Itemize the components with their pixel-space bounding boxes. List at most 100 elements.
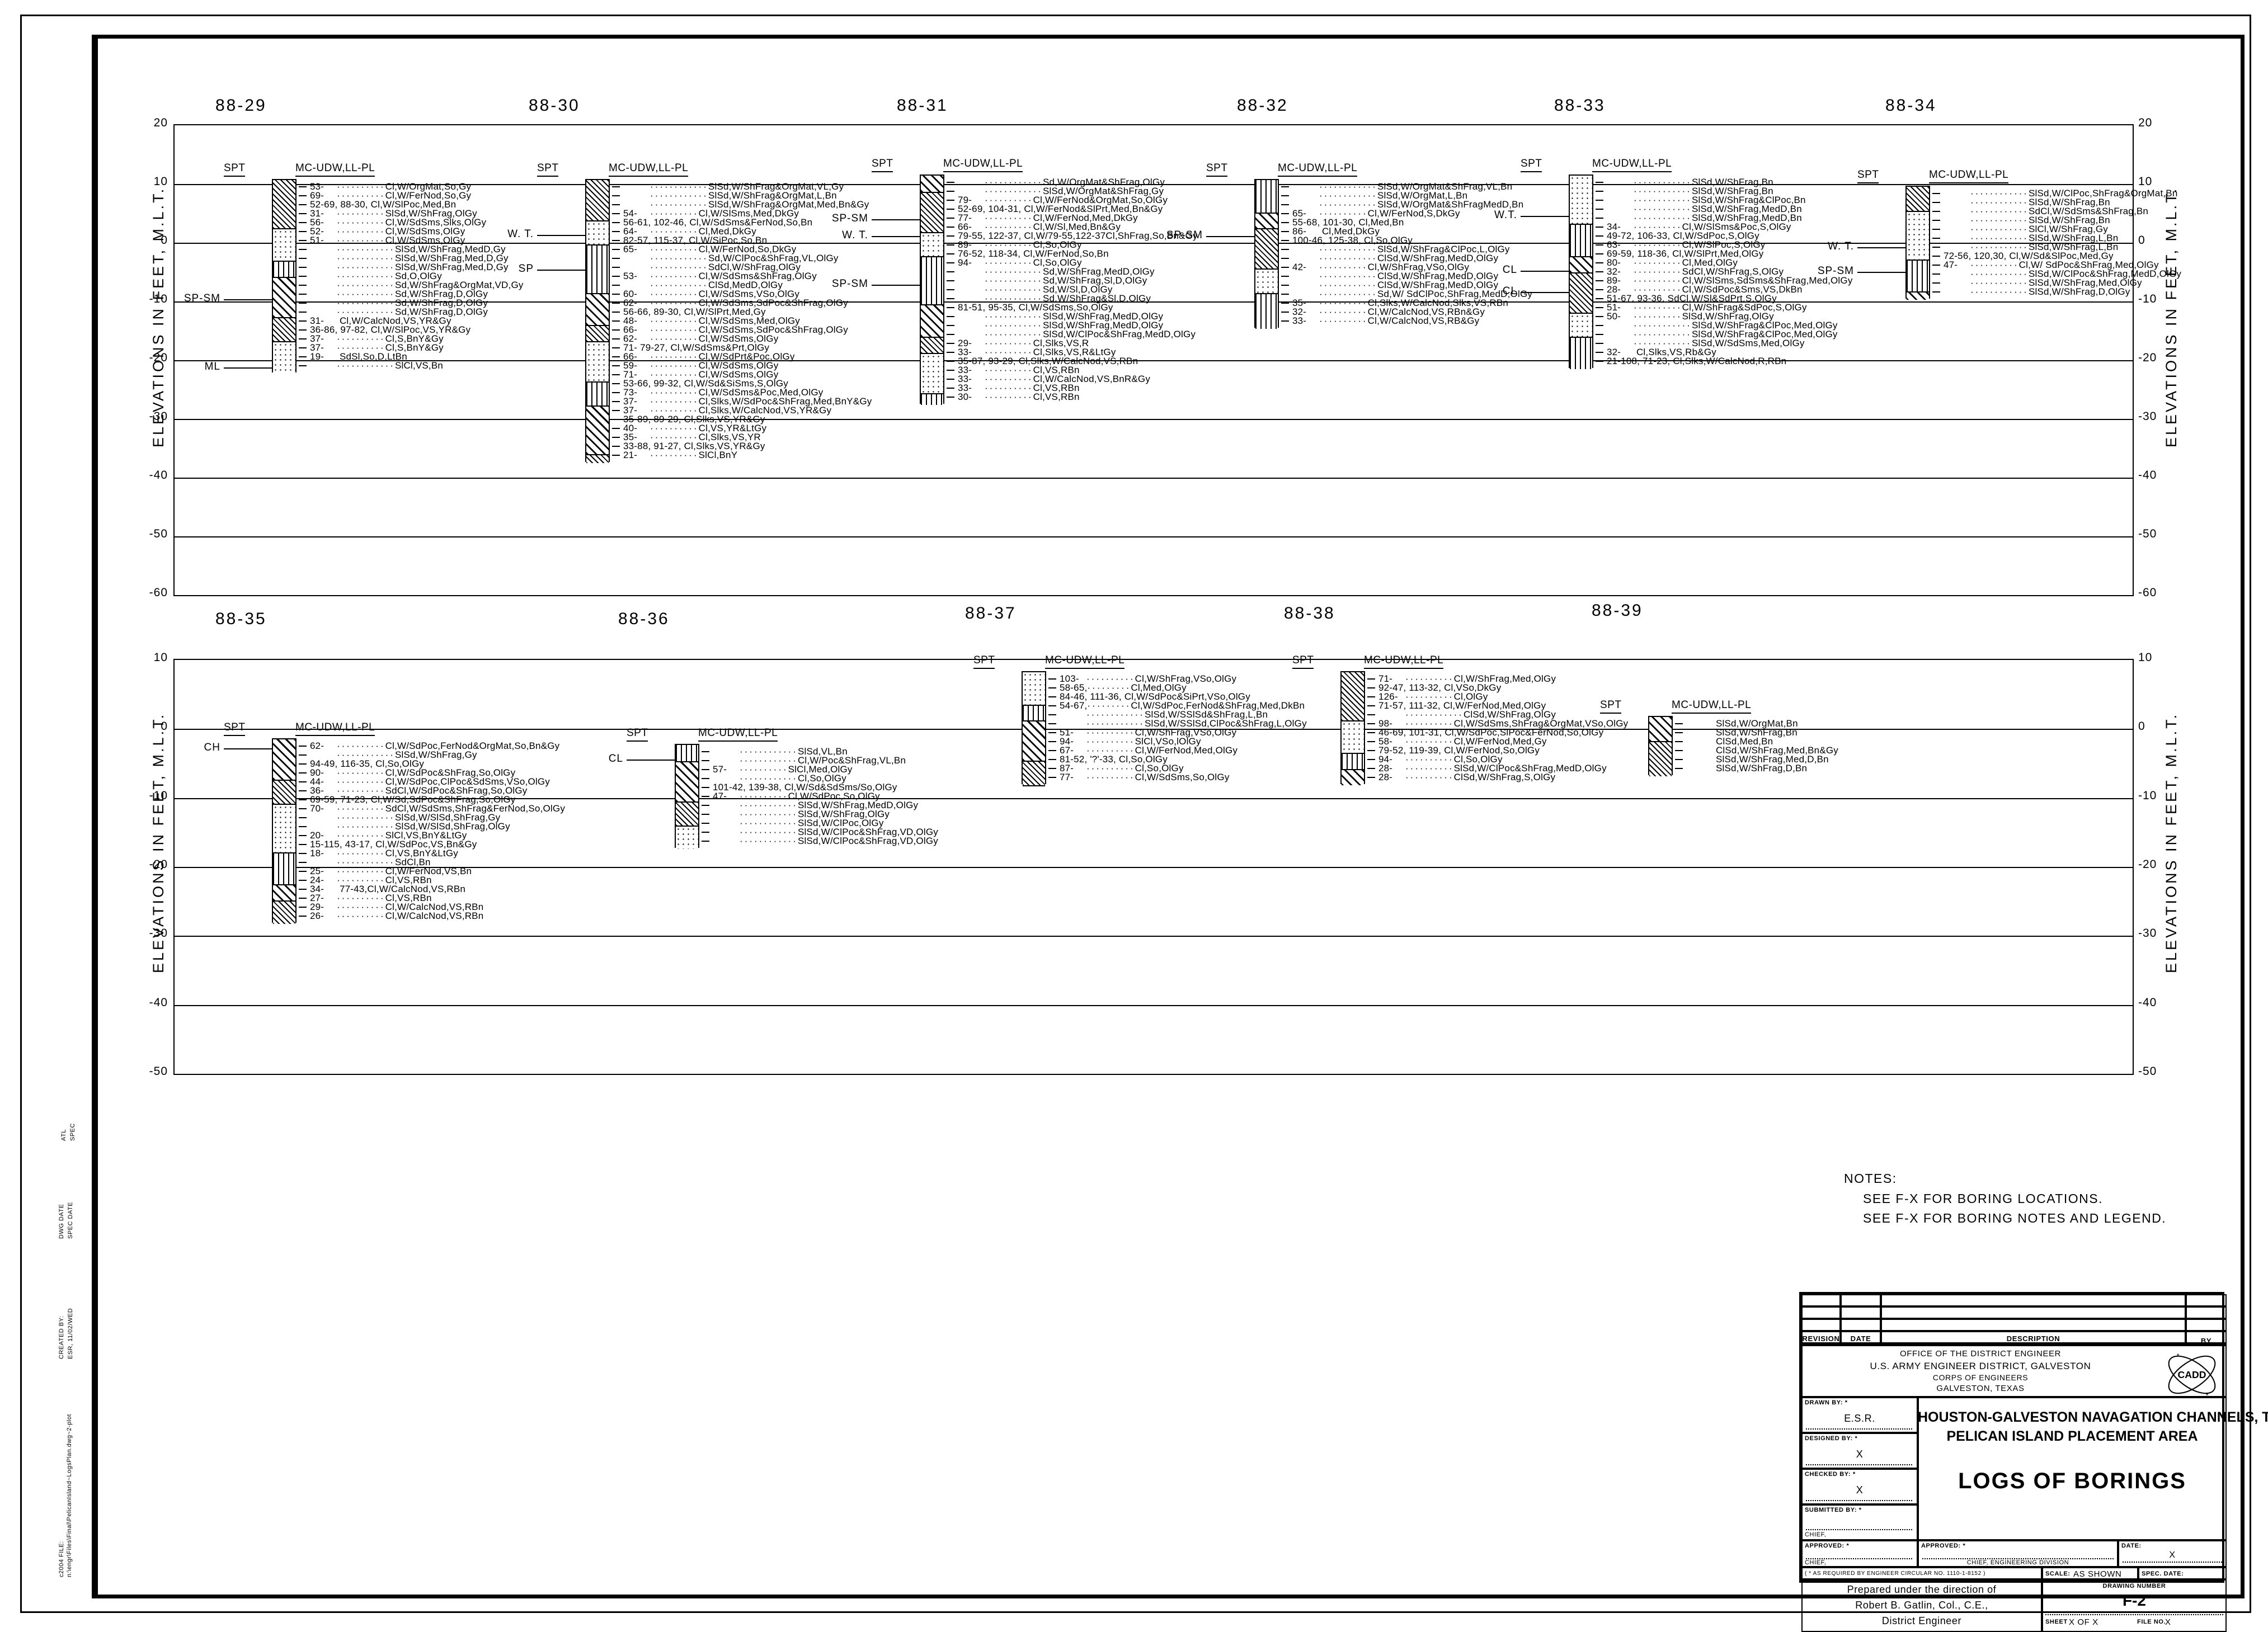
log-tick-dash	[299, 916, 307, 917]
log-tick-dash	[947, 253, 954, 254]
log-tick-dash	[299, 294, 307, 295]
log-entry-description: Cl,Slks,W/CalcNod,VS,RBn	[1018, 356, 1138, 366]
log-tick-dash	[947, 388, 954, 389]
log-tick-dash	[299, 790, 307, 791]
log-entry-description: Cl,So,OlGy	[797, 773, 846, 784]
log-entry-leader-dots: ··········	[650, 226, 699, 237]
log-entry-row: ············ SlSd,W/ShFrag,OlGy	[713, 809, 890, 820]
log-entry-description: SlSd,W/ShFrag,OlGy	[385, 208, 477, 219]
designed-by-label: DESIGNED BY: *	[1805, 1435, 1858, 1442]
log-entry-row: ············ SlSd,W/ShFrag,Med,D,Gy	[310, 262, 509, 273]
log-entry-row: 57- ·········· SlCl,Med,OlGy	[713, 764, 853, 775]
log-tick-dash	[1048, 741, 1056, 742]
notes-line-1: SEE F-X FOR BORING LOCATIONS.	[1863, 1191, 2104, 1206]
soil-classification-callout: SP-SM	[1817, 265, 1854, 277]
lithology-segment	[273, 180, 295, 229]
log-entry-description: Cl,So,OlGy	[1363, 235, 1413, 246]
callout-leader-line	[1857, 272, 1905, 273]
log-tick-dash	[299, 871, 307, 872]
log-entry-row: 65- ·········· Cl,W/FerNod,S,DkGy	[1292, 208, 1460, 219]
log-entry-values: 90-	[310, 767, 324, 778]
log-entry-leader-dots: ············	[985, 293, 1043, 304]
log-entry-description: SlCl,VS,BnY&LtGy	[385, 830, 467, 841]
log-entry-leader-dots: ············	[985, 275, 1043, 286]
log-entry-description: ClSd,W/ShFrag,Med,Bn&Gy	[1715, 745, 1838, 756]
log-entry-leader-dots: ··········	[650, 315, 699, 326]
log-entry-leader-dots: ············	[1634, 320, 1692, 331]
log-entry-leader-dots: ··········	[337, 785, 385, 796]
log-entry-values: 62-	[310, 740, 324, 751]
log-tick-dash	[1596, 334, 1603, 335]
log-entry-values: 36-86, 97-82,	[310, 324, 368, 335]
log-entry-leader-dots: ············	[337, 244, 395, 254]
log-entry-description: SlCl,VS,Bn	[394, 360, 444, 371]
log-tick-dash	[1281, 276, 1289, 277]
lithology-segment	[1907, 211, 1929, 260]
callout-leader-line	[537, 235, 585, 236]
approved-right-rule	[1922, 1558, 2114, 1559]
log-entry-description: ClSd,W/ShFrag,MedD,OlGy	[1377, 280, 1499, 290]
log-entry-description: Sd,W/ShFrag&OrgMat,VD,Gy	[394, 280, 524, 290]
log-tick-dash	[1281, 285, 1289, 286]
log-tick-dash	[612, 428, 620, 429]
log-entry-values: 100-46, 125-38,	[1292, 235, 1362, 246]
log-entry-values: 37-	[310, 333, 324, 344]
log-entry-description: SlSd,W/SlSd,ShFrag,OlGy	[394, 821, 510, 832]
log-entry-values: 71-57, 111-32,	[1378, 700, 1441, 711]
log-entry-description: ClSd,W/ShFrag,OlGy	[1463, 709, 1556, 720]
log-entry-row: 94- ·········· Cl,So,OlGy	[1378, 754, 1503, 765]
log-entry-row: ············ SdCl,W/ShFrag,OlGy	[623, 262, 801, 273]
log-tick-dash	[702, 751, 709, 752]
log-entry-row: 73- ·········· Cl,W/SdSms&Poc,Med,OlGy	[623, 387, 823, 398]
log-entry-leader-dots: ············	[1405, 709, 1464, 720]
lithology-segment	[1570, 256, 1592, 272]
log-entry-leader-dots: ··········	[985, 257, 1033, 268]
log-entry-leader-dots: ··········	[985, 195, 1033, 205]
log-entry-row: 71-57, 111-32, Cl,W/FerNod,Med,OlGy	[1378, 700, 1546, 711]
margin-stamp-file-c: c2004 FILE:	[58, 1541, 65, 1577]
log-tick-dash	[299, 267, 307, 268]
log-tick-dash	[299, 799, 307, 800]
log-entry-values: 59-	[623, 360, 638, 371]
log-entry-description: ClSd,W/ShFrag,MedD,OlGy	[1377, 271, 1499, 281]
log-entry-leader-dots: ············	[1319, 199, 1377, 210]
margin-stamp-createdby: CREATED BY:	[58, 1315, 65, 1359]
log-entry-description: SlSd,VL,Bn	[797, 746, 848, 757]
log-entry-row: 31- ·········· SlSd,W/ShFrag,OlGy	[310, 208, 477, 219]
log-entry-leader-dots: ··········	[740, 764, 788, 775]
log-tick-dash	[612, 374, 620, 375]
log-entry-description: Sd,W/ClPoc&ShFrag,VL,OlGy	[708, 253, 839, 263]
log-entry-row: 53- ·········· Cl,W/SdSms&ShFrag,OlGy	[623, 271, 817, 282]
log-entry-leader-dots: ··········	[337, 217, 385, 228]
log-tick-dash	[947, 361, 954, 362]
log-entry-values: 46-69, 101-31,	[1378, 727, 1442, 738]
spec-date-cell	[2138, 1567, 2227, 1579]
log-entry-description: Cl,OlGy	[1453, 691, 1488, 702]
log-entry-leader-dots: ············	[740, 809, 798, 819]
callout-leader-line	[872, 219, 920, 220]
log-entry-row: ············ SlSd,W/ShFrag,MedD,Bn	[1607, 204, 1802, 215]
log-entry-description: Cl,W/79-55,122-37Cl,ShFrag,So,Bn&Gy	[1024, 230, 1198, 241]
log-entry-values: 51-67, 93-36,	[1607, 293, 1665, 304]
log-tick-dash	[299, 862, 307, 863]
revision-date-3	[1841, 1319, 1881, 1331]
log-entry-leader-dots: ··········	[650, 298, 699, 308]
log-tick-dash	[947, 352, 954, 353]
notes-block: NOTES: SEE F-X FOR BORING LOCATIONS. SEE…	[1844, 1169, 2166, 1229]
checked-by-cell	[1801, 1469, 1918, 1504]
lithology-segment	[1342, 720, 1364, 753]
sheet-border-outer	[20, 15, 2251, 1613]
log-entry-description: Cl,W/SdSms&FerNod,So,Bn	[689, 217, 813, 228]
log-entry-leader-dots: ············	[1634, 186, 1692, 196]
log-entry-leader-dots: ··········	[1405, 718, 1454, 729]
notes-line-2: SEE F-X FOR BORING NOTES AND LEGEND.	[1863, 1211, 2167, 1226]
log-entry-row: ············ Cl,So,OlGy	[713, 773, 846, 784]
log-entry-row: ············ SlSd,W/ShFrag,MedD,Bn	[1607, 213, 1802, 224]
log-entry-row: ············ SlSd,W/ShFrag&ClPoc,Bn	[1607, 195, 1806, 206]
log-tick-dash	[612, 365, 620, 366]
log-entry-description: SlSd,W/ClPoc&ShFrag,MedD,OlGy	[2028, 268, 2182, 279]
log-entry-row: 44- ·········· Cl,W/SdPoc,ClPoc&SdSms,VS…	[310, 776, 550, 787]
log-tick-dash	[702, 769, 709, 770]
log-entry-description: Cl,Med,OlGy	[1682, 257, 1738, 268]
log-entry-row: 87- ·········· Cl,So,OlGy	[1060, 763, 1184, 774]
